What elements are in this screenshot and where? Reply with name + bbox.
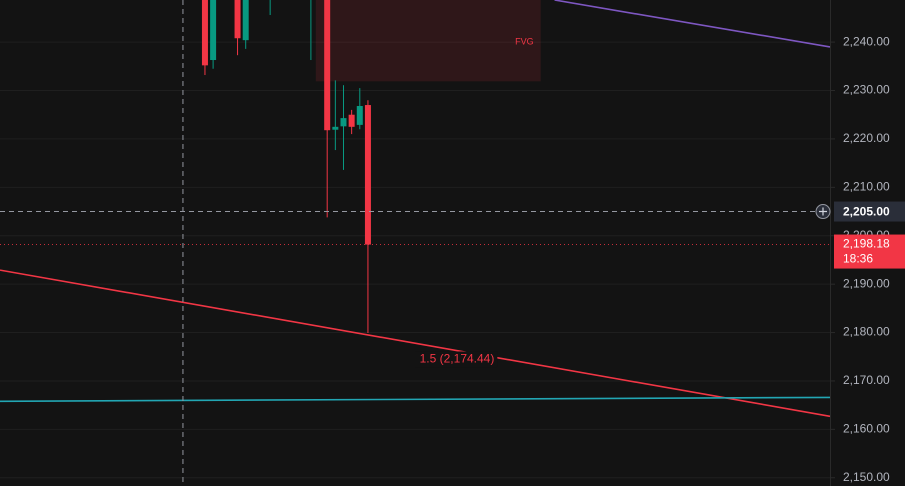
last-price-box: [834, 234, 905, 269]
candle-body: [332, 126, 339, 130]
trendline: [0, 269, 830, 418]
candle-body: [364, 105, 371, 245]
last-price-label: 2,198.18: [843, 237, 890, 251]
y-tick-label: 2,190.00: [843, 276, 890, 290]
y-tick-label: 2,210.00: [843, 180, 890, 194]
fvg-zone: [315, 0, 541, 82]
crosshair-price-label: 2,205.00: [843, 205, 890, 219]
grid: [0, 41, 830, 479]
fvg-label: FVG: [515, 36, 534, 46]
crosshair-price-box: [834, 201, 905, 222]
trendline: [0, 396, 830, 403]
plot-area: FVG 1.5 (2,174.44): [0, 0, 830, 486]
fib-label: 1.5 (2,174.44): [420, 352, 495, 366]
candle-body: [210, 0, 217, 61]
candle-body: [356, 106, 363, 125]
y-tick-label: 2,240.00: [843, 34, 890, 48]
add-alert-icon: [819, 207, 827, 216]
candle-body: [242, 0, 249, 41]
y-tick-label: 2,170.00: [843, 373, 890, 387]
countdown-label: 18:36: [843, 252, 873, 266]
candle-body: [340, 118, 347, 127]
candle-body: [234, 0, 241, 39]
candle-body: [348, 114, 355, 127]
trendline: [554, 0, 830, 48]
y-tick-label: 2,230.00: [843, 83, 890, 97]
y-tick-label: 2,150.00: [843, 470, 890, 484]
candle-body: [201, 0, 208, 66]
y-tick-label: 2,180.00: [843, 325, 890, 339]
candle-body: [324, 0, 331, 131]
fib-label-bg: [415, 351, 498, 368]
price-axis: 2,150.00 2,160.00 2,170.00 2,180.00 2,190.00…: [830, 34, 890, 484]
y-tick-label: 2,220.00: [843, 131, 890, 145]
y-tick-label: 2,160.00: [843, 422, 890, 436]
